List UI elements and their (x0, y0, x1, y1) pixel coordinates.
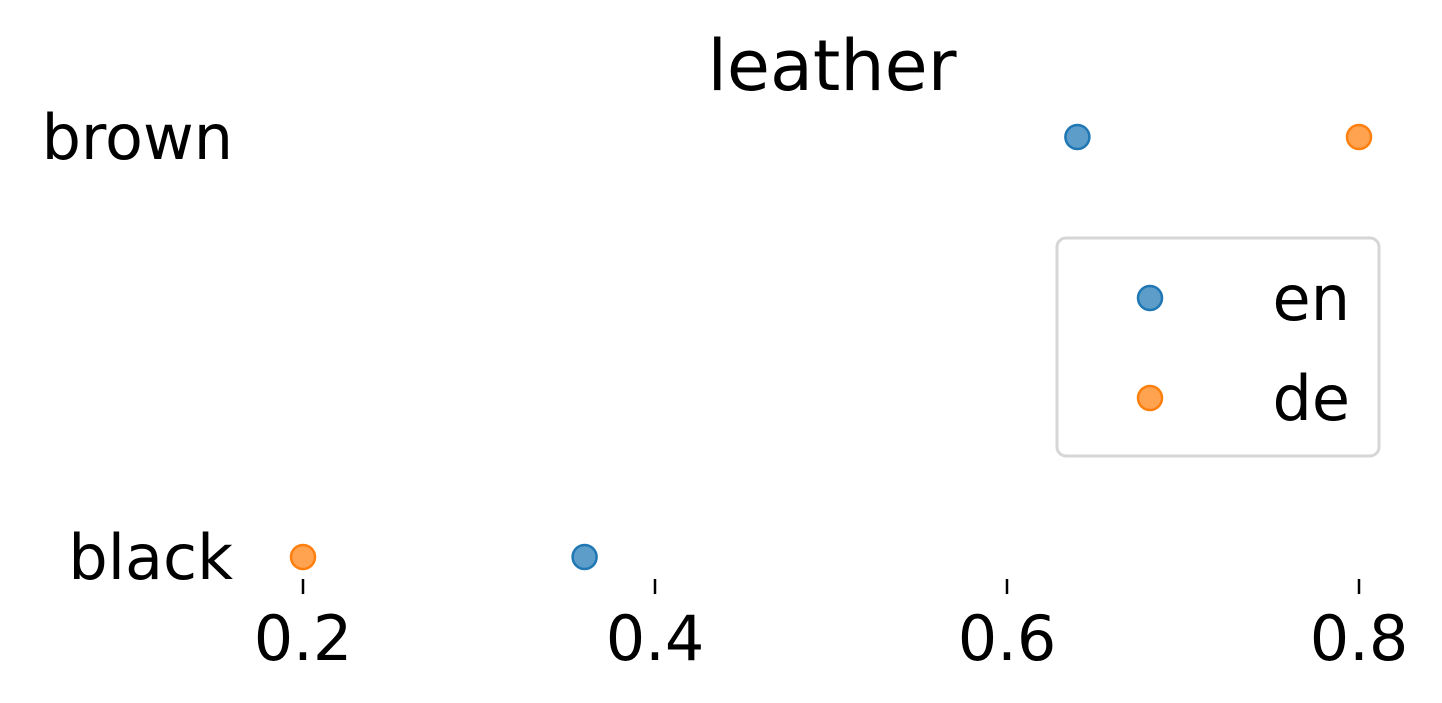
legend: en de (1055, 236, 1381, 458)
y-tick-label-black: black (68, 521, 233, 594)
x-tick-label: 0.4 (606, 602, 705, 675)
legend-label-de: de (1273, 362, 1351, 435)
legend-marker-de (1136, 384, 1164, 412)
point-de-brown (1345, 123, 1373, 151)
x-tick-label: 0.2 (254, 602, 353, 675)
point-en-black (571, 543, 598, 571)
legend-label-en: en (1273, 262, 1350, 335)
x-tick-label: 0.6 (958, 602, 1057, 675)
y-axis-labels: brown black (42, 101, 234, 594)
legend-marker-en (1136, 284, 1164, 312)
x-tick-label: 0.8 (1310, 602, 1409, 675)
chart-title: leather (707, 25, 956, 107)
x-axis-ticks: 0.2 0.4 0.6 0.8 (254, 579, 1409, 675)
point-en-brown (1064, 123, 1091, 151)
data-points (289, 123, 1373, 571)
y-tick-label-brown: brown (42, 101, 233, 174)
point-de-black (289, 543, 317, 571)
